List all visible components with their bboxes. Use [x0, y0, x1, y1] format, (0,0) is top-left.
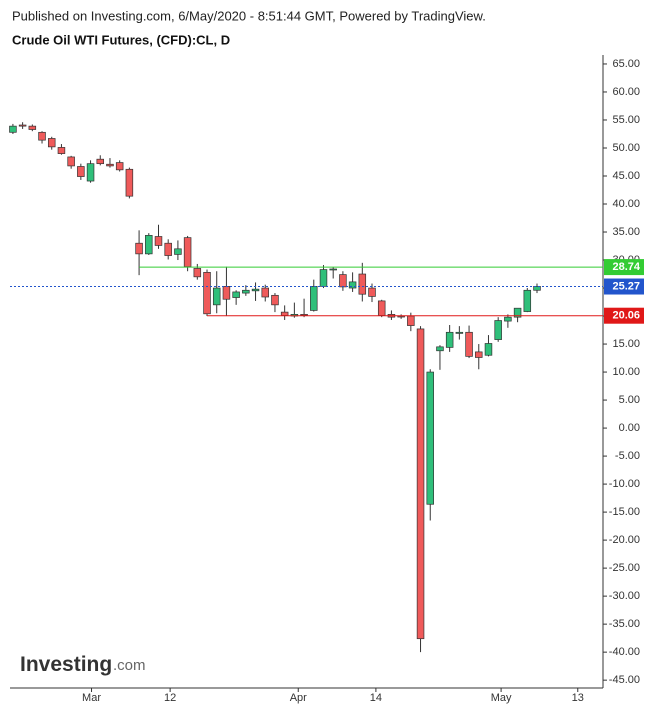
candle-body	[310, 286, 318, 311]
price-tag-label: 25.27	[612, 280, 640, 292]
y-tick-label: 5.00	[619, 394, 640, 406]
y-tick-label: -25.00	[609, 562, 640, 574]
candle-body	[67, 156, 75, 167]
y-tick-label: 50.00	[612, 142, 640, 154]
y-tick-label: 0.00	[619, 422, 640, 434]
x-tick-label: May	[491, 692, 512, 704]
y-tick-label: 10.00	[612, 366, 640, 378]
x-tick-label: 13	[572, 692, 584, 704]
candle-body	[484, 343, 493, 356]
candle-body	[436, 346, 444, 352]
candle-body	[523, 289, 532, 312]
y-tick-label: -15.00	[609, 506, 640, 518]
candle-body	[368, 287, 376, 297]
candle-body	[86, 163, 95, 182]
candle-body	[96, 158, 105, 165]
candle-body	[28, 125, 37, 130]
candle-body	[504, 316, 512, 322]
price-tag	[604, 307, 644, 324]
y-tick-label: 65.00	[612, 58, 640, 70]
candle-body	[115, 162, 124, 171]
candle-body	[261, 287, 269, 298]
candle-body	[145, 235, 153, 255]
candle-body	[9, 125, 17, 133]
candle-body	[164, 242, 172, 256]
y-tick-label: -40.00	[609, 646, 640, 658]
candle-body	[183, 237, 192, 268]
y-tick-label: -20.00	[609, 534, 640, 546]
candle-body	[329, 268, 337, 271]
logo: Investing	[20, 653, 112, 676]
candle-body	[203, 271, 211, 315]
candle-body	[38, 131, 46, 141]
candle-body	[348, 281, 357, 289]
candle-body	[135, 242, 143, 255]
x-tick-label: 12	[164, 692, 176, 704]
candle-body	[18, 124, 27, 127]
price-tag	[604, 259, 644, 276]
y-tick-label: -10.00	[609, 478, 640, 490]
y-tick-label: 40.00	[612, 198, 640, 210]
candle-body	[212, 287, 221, 306]
candle-body	[57, 147, 66, 154]
x-tick-label: 14	[370, 692, 382, 704]
y-tick-label: 55.00	[612, 114, 640, 126]
candle-body	[358, 273, 367, 295]
y-tick-label: 45.00	[612, 170, 640, 182]
candle-body	[426, 371, 434, 505]
candle-body	[271, 294, 279, 306]
y-tick-label: 60.00	[612, 86, 640, 98]
candle-body	[513, 307, 522, 318]
price-tag-label: 28.74	[612, 261, 640, 273]
candle-body	[106, 163, 114, 167]
x-tick-label: Mar	[82, 692, 101, 704]
y-tick-label: 35.00	[612, 226, 640, 238]
candle-body	[77, 166, 85, 177]
candle-body	[407, 315, 415, 326]
candle-body	[445, 331, 454, 348]
candle-body	[222, 286, 231, 300]
y-tick-label: -45.00	[609, 674, 640, 686]
candle-body	[193, 268, 202, 278]
candle-body	[533, 286, 541, 291]
candle-body	[154, 236, 163, 246]
candle-body	[242, 289, 250, 294]
x-tick-label: Apr	[290, 692, 307, 704]
candle-body	[47, 138, 56, 148]
y-tick-label: -5.00	[615, 450, 640, 462]
candle-body	[475, 351, 483, 358]
logo-suffix: .com	[113, 657, 146, 674]
candle-body	[174, 248, 182, 255]
candle-body	[416, 328, 425, 640]
candle-body	[280, 311, 289, 316]
y-tick-label: -30.00	[609, 590, 640, 602]
candle-body	[465, 331, 473, 357]
candle-body	[455, 331, 464, 334]
candle-body	[494, 320, 502, 340]
price-tag	[604, 278, 644, 295]
candle-body	[125, 168, 134, 197]
candle-body	[251, 288, 260, 292]
publisher-note: Published on Investing.com, 6/May/2020 -…	[12, 8, 486, 23]
candle-body	[232, 291, 240, 298]
candle-body	[319, 269, 328, 287]
price-tag-label: 20.06	[612, 310, 640, 322]
y-tick-label: 15.00	[612, 338, 640, 350]
candle-body	[377, 300, 386, 316]
candle-body	[339, 274, 347, 288]
y-tick-label: -35.00	[609, 618, 640, 630]
chart-title: Crude Oil WTI Futures, (CFD):CL, D	[12, 32, 230, 47]
